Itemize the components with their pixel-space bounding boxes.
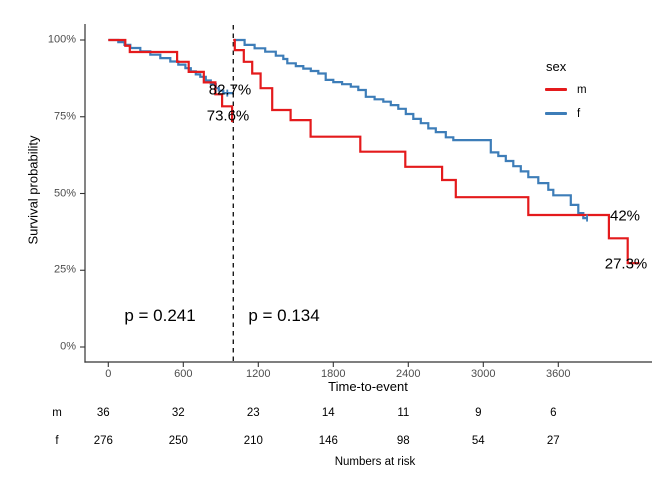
risk-count-f: 250 [168, 434, 188, 447]
annotation-m-at-landmark: 73.6% [206, 107, 250, 125]
annotation-m-final: 27.3% [604, 255, 648, 273]
risk-count-m: 14 [321, 406, 335, 419]
m-survival-curve [233, 38, 640, 265]
x-tick-label: 2400 [396, 368, 421, 380]
y-tick-label: 25% [53, 263, 76, 276]
y-tick-label: 100% [47, 33, 76, 46]
risk-row-label-m: m [52, 406, 62, 419]
x-tick-label: 1800 [321, 368, 346, 380]
y-tick-label: 0% [60, 340, 76, 353]
p-value-after-landmark: p = 0.134 [248, 306, 320, 325]
x-tick-label: 1200 [246, 368, 271, 380]
risk-count-f: 146 [318, 434, 338, 447]
y-tick-label: 50% [53, 187, 76, 199]
legend-title: sex [546, 59, 567, 74]
x-tick-label: 3000 [471, 368, 496, 380]
f-survival-curve [233, 38, 588, 220]
risk-count-m: 23 [246, 406, 260, 419]
risk-count-f: 27 [546, 434, 560, 447]
risk-count-m: 36 [96, 406, 110, 419]
x-tick-label: 0 [105, 368, 112, 380]
x-axis-title: Time-to-event [328, 379, 408, 394]
y-axis-title: Survival probability [25, 135, 41, 245]
m-survival-curve [108, 38, 234, 123]
annotation-f-at-landmark: 82.7% [208, 81, 252, 99]
legend-label-f: f [577, 107, 581, 120]
risk-row-label-f: f [55, 434, 59, 447]
risk-count-f: 210 [243, 434, 263, 447]
risk-count-m: 9 [475, 406, 482, 419]
risk-table-caption: Numbers at risk [334, 456, 416, 468]
annotation-f-final: 42% [609, 207, 641, 224]
p-value-before-landmark: p = 0.241 [124, 306, 196, 325]
risk-count-f: 276 [93, 434, 113, 447]
risk-count-f: 98 [396, 434, 410, 447]
legend-swatch-f [545, 112, 567, 115]
x-tick-label: 600 [174, 368, 193, 380]
risk-count-f: 54 [471, 434, 485, 447]
risk-count-m: 6 [550, 406, 557, 419]
risk-count-m: 32 [171, 406, 185, 419]
x-tick-label: 3600 [546, 368, 571, 380]
legend-label-m: m [577, 83, 587, 96]
y-tick-label: 75% [53, 110, 76, 123]
legend-swatch-m [545, 88, 567, 91]
risk-count-m: 11 [397, 406, 410, 419]
